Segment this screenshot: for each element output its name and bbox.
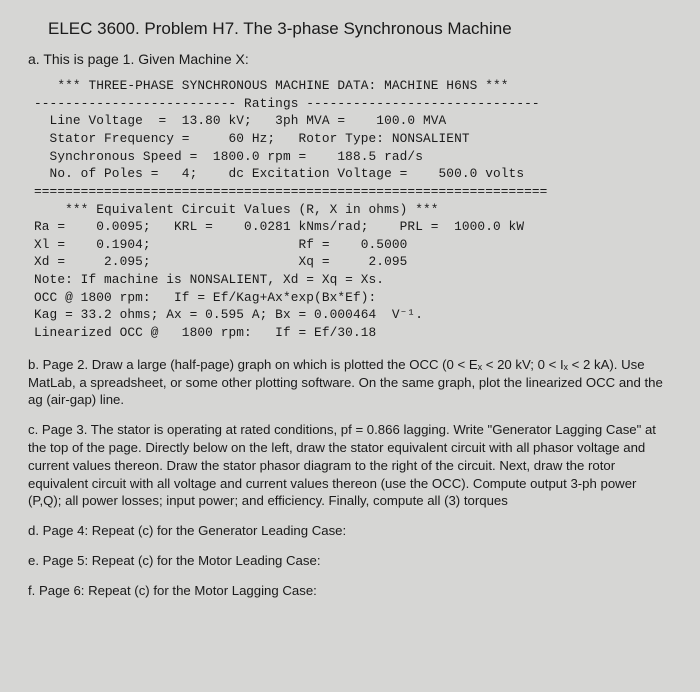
section-d: d. Page 4: Repeat (c) for the Generator … xyxy=(28,522,672,540)
section-a-heading: a. This is page 1. Given Machine X: xyxy=(28,50,672,68)
section-e: e. Page 5: Repeat (c) for the Motor Lead… xyxy=(28,552,672,570)
machine-data-block: *** THREE-PHASE SYNCHRONOUS MACHINE DATA… xyxy=(34,77,672,342)
section-b: b. Page 2. Draw a large (half-page) grap… xyxy=(28,356,672,409)
section-f: f. Page 6: Repeat (c) for the Motor Lagg… xyxy=(28,582,672,600)
section-c: c. Page 3. The stator is operating at ra… xyxy=(28,421,672,510)
problem-title: ELEC 3600. Problem H7. The 3-phase Synch… xyxy=(48,18,672,40)
